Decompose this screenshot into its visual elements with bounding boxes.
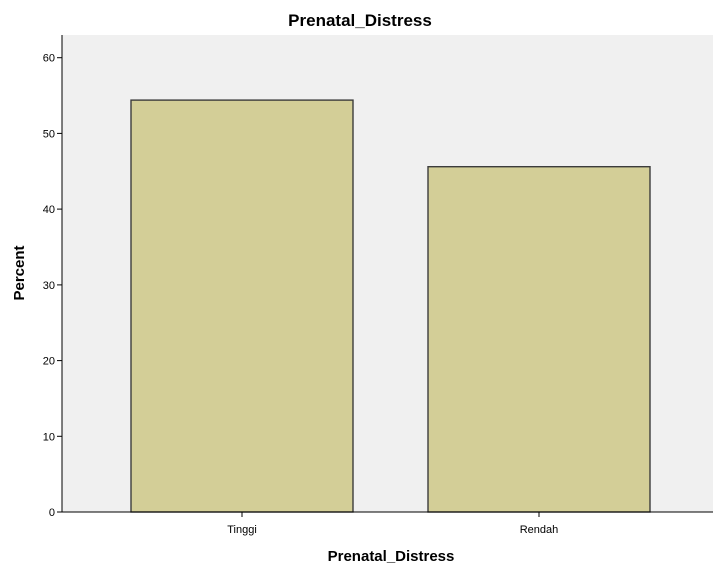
y-tick-label: 20 — [43, 356, 55, 368]
x-axis-ticks: Tinggi Rendah — [227, 512, 558, 536]
y-tick-label: 0 — [49, 507, 55, 519]
y-tick-label: 10 — [43, 431, 55, 443]
bar-rendah — [427, 165, 651, 513]
y-tick-label: 60 — [43, 53, 55, 65]
chart-title: Prenatal_Distress — [288, 11, 432, 30]
x-tick-label-rendah: Rendah — [520, 524, 559, 536]
x-tick-label-tinggi: Tinggi — [227, 524, 257, 536]
bars-layer — [130, 99, 651, 513]
y-axis-ticks: 0 10 20 30 40 50 60 — [43, 53, 62, 519]
y-tick-label: 50 — [43, 128, 55, 140]
x-axis-label: Prenatal_Distress — [328, 548, 455, 565]
y-tick-label: 40 — [43, 204, 55, 216]
y-axis-label: Percent — [11, 245, 28, 300]
bar-tinggi — [130, 99, 354, 513]
y-tick-label: 30 — [43, 280, 55, 292]
